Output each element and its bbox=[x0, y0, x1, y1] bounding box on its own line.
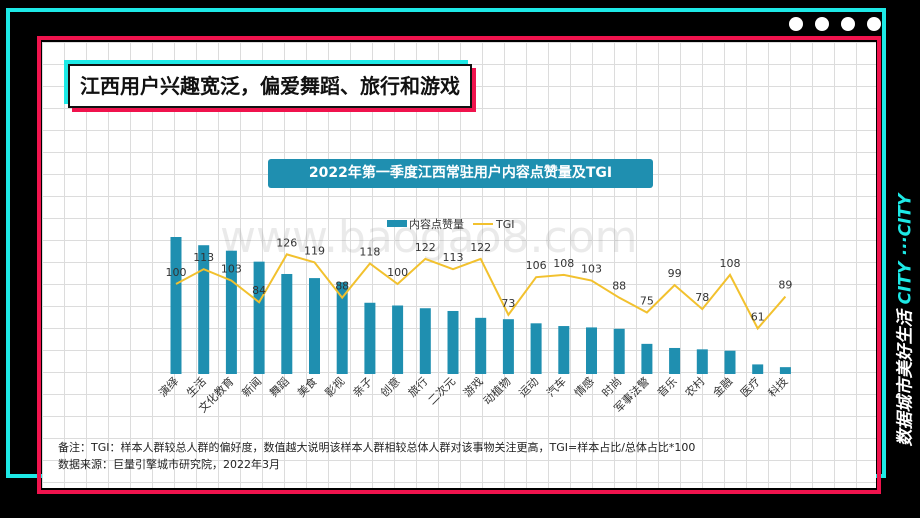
tgi-value-label: 100 bbox=[387, 266, 408, 279]
tgi-value-label: 118 bbox=[359, 245, 380, 258]
tgi-value-label: 108 bbox=[553, 257, 574, 270]
x-tick-label: 创意 bbox=[377, 374, 402, 399]
bar bbox=[225, 250, 237, 374]
tgi-value-label: 103 bbox=[581, 263, 602, 276]
source-note: 数据来源：巨量引擎城市研究院，2022年3月 bbox=[58, 458, 280, 471]
tgi-value-label: 88 bbox=[612, 280, 626, 293]
tgi-value-label: 108 bbox=[720, 257, 741, 270]
chart-title: 2022年第一季度江西常驻用户内容点赞量及TGI bbox=[308, 165, 613, 181]
headline-box bbox=[68, 64, 472, 108]
dot-icon bbox=[841, 17, 855, 31]
x-tick-label: 舞蹈 bbox=[267, 375, 292, 400]
x-tick-label: 科技 bbox=[765, 374, 790, 399]
tgi-value-label: 78 bbox=[695, 291, 709, 304]
x-tick-label: 二次元 bbox=[425, 374, 458, 407]
x-tick-label: 医疗 bbox=[737, 374, 762, 399]
tgi-value-label: 106 bbox=[526, 259, 547, 272]
x-tick-label: 影视 bbox=[322, 374, 347, 399]
bar bbox=[779, 367, 791, 374]
x-tick-label: 汽车 bbox=[543, 374, 568, 399]
window-dots bbox=[789, 17, 881, 31]
x-tick-label: 动植物 bbox=[480, 374, 513, 407]
bar bbox=[253, 261, 265, 374]
tgi-labels: 100 113 103 84 126 119 88 118 100 122 113 122 73 106 1… bbox=[166, 236, 793, 323]
bar bbox=[586, 327, 597, 374]
bar bbox=[392, 305, 404, 374]
x-tick-label: 音乐 bbox=[654, 374, 679, 399]
bar bbox=[170, 237, 182, 374]
x-tick-label: 新闻 bbox=[239, 374, 264, 399]
tgi-value-label: 119 bbox=[304, 244, 325, 257]
side-slogan: 数据城市美好生活 CITY ···CITY bbox=[891, 194, 916, 447]
tgi-value-label: 73 bbox=[501, 297, 515, 310]
tgi-value-label: 99 bbox=[668, 267, 682, 280]
tgi-value-label: 113 bbox=[193, 251, 214, 264]
remark-note: 备注：TGI：样本人群较总人群的偏好度，数值越大说明该样本人群相较总体人群对该事… bbox=[58, 441, 696, 454]
side-slogan-sub: CITY ···CITY bbox=[895, 193, 916, 305]
x-tick-label: 演绎 bbox=[156, 374, 181, 399]
bar-series bbox=[170, 237, 791, 374]
bar bbox=[724, 350, 736, 374]
x-tick-label: 亲子 bbox=[350, 374, 375, 399]
legend-line-label: TGI bbox=[495, 218, 515, 231]
x-tick-label: 美食 bbox=[294, 374, 319, 399]
dot-icon bbox=[815, 17, 829, 31]
bar bbox=[641, 343, 653, 374]
dot-icon bbox=[867, 17, 881, 31]
bar bbox=[198, 245, 210, 374]
tgi-value-label: 75 bbox=[640, 295, 654, 308]
tgi-value-label: 84 bbox=[252, 284, 266, 297]
legend-bar-label: 内容点赞量 bbox=[409, 217, 464, 231]
dot-icon bbox=[789, 17, 803, 31]
bar bbox=[309, 278, 320, 374]
bar bbox=[364, 302, 376, 374]
tgi-value-label: 113 bbox=[443, 251, 464, 264]
tgi-value-label: 89 bbox=[778, 279, 792, 292]
x-tick-label: 金融 bbox=[710, 374, 735, 399]
tgi-value-label: 88 bbox=[335, 280, 349, 293]
bar bbox=[669, 347, 681, 374]
bar bbox=[447, 310, 459, 374]
legend-bar-swatch bbox=[387, 220, 407, 227]
bar bbox=[281, 273, 293, 374]
bar bbox=[558, 326, 570, 374]
chart-legend: 内容点赞量 TGI bbox=[387, 217, 515, 231]
bar bbox=[336, 282, 348, 374]
bar bbox=[419, 308, 431, 374]
inner-frame bbox=[37, 36, 881, 494]
bar bbox=[530, 323, 542, 374]
x-tick-label: 情感 bbox=[572, 375, 597, 400]
tgi-value-label: 103 bbox=[221, 263, 242, 276]
page-title: 江西用户兴趣宽泛，偏爱舞蹈、旅行和游戏 bbox=[80, 74, 460, 98]
bar bbox=[613, 328, 625, 374]
side-slogan-main: 数据城市美好生活 bbox=[895, 310, 916, 447]
tgi-value-label: 122 bbox=[470, 241, 491, 254]
bar bbox=[696, 349, 708, 374]
x-tick-label: 生活 bbox=[183, 374, 208, 399]
tgi-value-label: 126 bbox=[276, 236, 297, 249]
tgi-value-label: 100 bbox=[166, 266, 187, 279]
x-tick-label: 运动 bbox=[516, 375, 541, 400]
tgi-value-label: 122 bbox=[415, 241, 436, 254]
x-tick-label: 农村 bbox=[682, 374, 707, 399]
x-tick-label: 时尚 bbox=[599, 374, 624, 399]
tgi-line bbox=[175, 253, 787, 331]
x-tick-label: 旅行 bbox=[405, 374, 430, 399]
chart-title-bar bbox=[268, 159, 653, 188]
bar bbox=[752, 364, 764, 374]
bar bbox=[475, 317, 487, 374]
tgi-value-label: 61 bbox=[751, 310, 765, 323]
bar bbox=[502, 319, 514, 374]
